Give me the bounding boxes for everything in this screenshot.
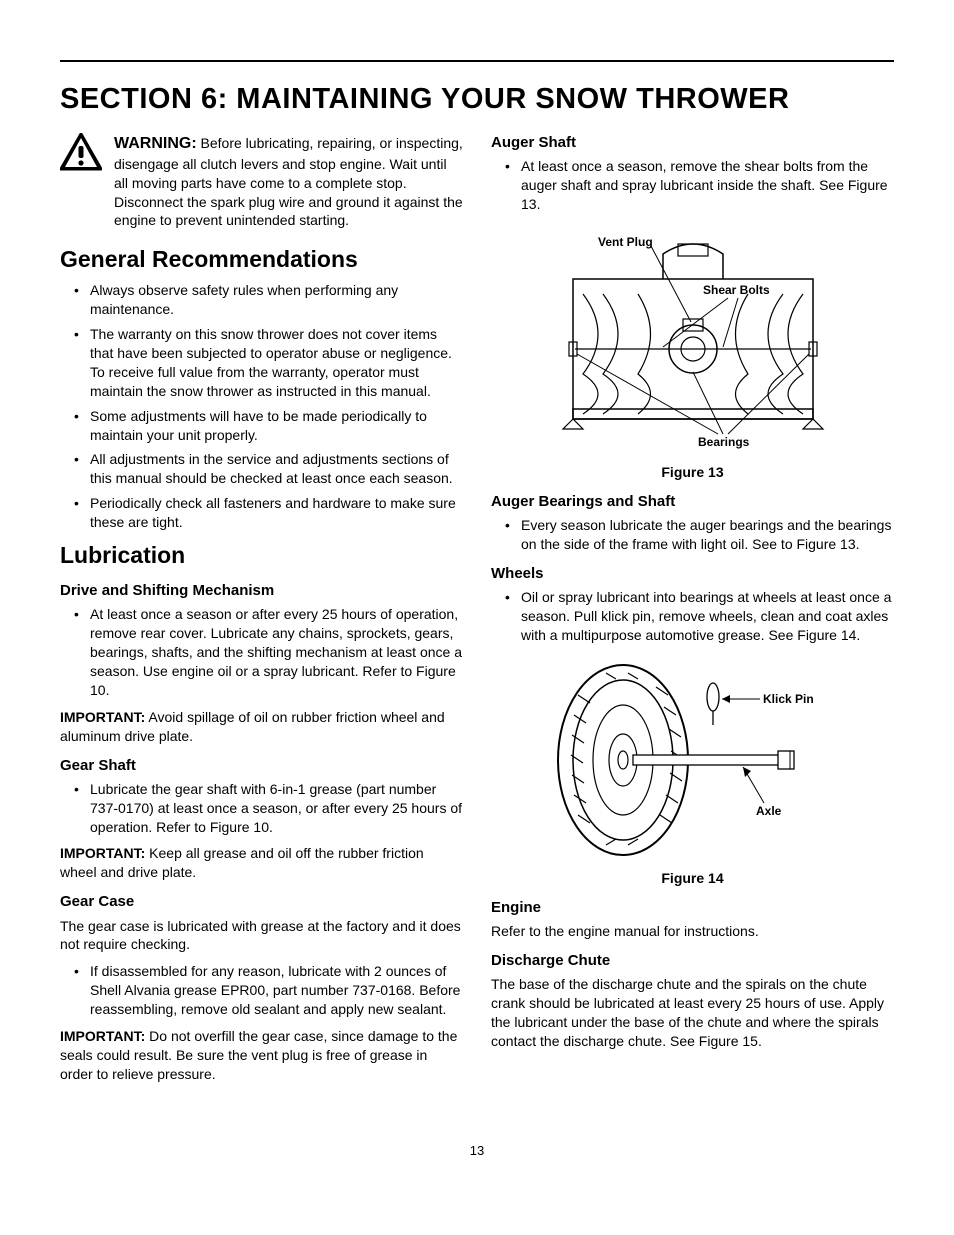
page-number: 13 — [60, 1142, 894, 1160]
gearcase-list: If disassembled for any reason, lubricat… — [60, 962, 463, 1019]
list-item: Periodically check all fasteners and har… — [60, 494, 463, 532]
list-item: Lubricate the gear shaft with 6-in-1 gre… — [60, 780, 463, 837]
gearshaft-list: Lubricate the gear shaft with 6-in-1 gre… — [60, 780, 463, 837]
subheading-augerbearings: Auger Bearings and Shaft — [491, 492, 894, 512]
important-note: IMPORTANT: Avoid spillage of oil on rubb… — [60, 708, 463, 746]
warning-icon — [60, 133, 102, 230]
list-item: Some adjustments will have to be made pe… — [60, 407, 463, 445]
fig14-label-klickpin: Klick Pin — [763, 692, 814, 706]
gearcase-paragraph: The gear case is lubricated with grease … — [60, 917, 463, 955]
list-item: Every season lubricate the auger bearing… — [491, 516, 894, 554]
list-item: At least once a season, remove the shear… — [491, 157, 894, 214]
list-item: At least once a season or after every 25… — [60, 605, 463, 699]
subheading-drive: Drive and Shifting Mechanism — [60, 581, 463, 601]
top-rule — [60, 60, 894, 62]
heading-lubrication: Lubrication — [60, 540, 463, 571]
discharge-paragraph: The base of the discharge chute and the … — [491, 975, 894, 1051]
left-column: WARNING: Before lubricating, repairing, … — [60, 133, 463, 1092]
list-item: The warranty on this snow thrower does n… — [60, 325, 463, 401]
warning-block: WARNING: Before lubricating, repairing, … — [60, 133, 463, 230]
right-column: Auger Shaft At least once a season, remo… — [491, 133, 894, 1092]
fig13-label-shearbolts: Shear Bolts — [703, 283, 770, 297]
wheels-list: Oil or spray lubricant into bearings at … — [491, 588, 894, 645]
subheading-discharge: Discharge Chute — [491, 951, 894, 971]
figure-13-caption: Figure 13 — [491, 463, 894, 482]
engine-paragraph: Refer to the engine manual for instructi… — [491, 922, 894, 941]
subheading-gearcase: Gear Case — [60, 892, 463, 912]
warning-text: WARNING: Before lubricating, repairing, … — [114, 133, 463, 230]
important-label: IMPORTANT: — [60, 845, 145, 861]
content-columns: WARNING: Before lubricating, repairing, … — [60, 133, 894, 1092]
subheading-augershaft: Auger Shaft — [491, 133, 894, 153]
list-item: If disassembled for any reason, lubricat… — [60, 962, 463, 1019]
subheading-gearshaft: Gear Shaft — [60, 756, 463, 776]
augershaft-list: At least once a season, remove the shear… — [491, 157, 894, 214]
general-list: Always observe safety rules when perform… — [60, 281, 463, 532]
fig13-label-ventplug: Vent Plug — [598, 235, 653, 249]
fig14-label-axle: Axle — [756, 804, 782, 818]
important-note: IMPORTANT: Keep all grease and oil off t… — [60, 844, 463, 882]
section-title: SECTION 6: MAINTAINING YOUR SNOW THROWER — [60, 80, 894, 119]
figure-14-caption: Figure 14 — [491, 869, 894, 888]
important-label: IMPORTANT: — [60, 709, 145, 725]
subheading-wheels: Wheels — [491, 564, 894, 584]
warning-label: WARNING: — [114, 135, 197, 152]
list-item: Always observe safety rules when perform… — [60, 281, 463, 319]
heading-general: General Recommendations — [60, 244, 463, 275]
important-label: IMPORTANT: — [60, 1028, 145, 1044]
fig13-label-bearings: Bearings — [698, 435, 750, 449]
list-item: All adjustments in the service and adjus… — [60, 450, 463, 488]
figure-13: Vent Plug Shear Bolts Bearings Figure 13 — [491, 224, 894, 482]
augerbearings-list: Every season lubricate the auger bearing… — [491, 516, 894, 554]
drive-list: At least once a season or after every 25… — [60, 605, 463, 699]
figure-14: Klick Pin Axle Figure 14 — [491, 655, 894, 888]
important-note: IMPORTANT: Do not overfill the gear case… — [60, 1027, 463, 1084]
list-item: Oil or spray lubricant into bearings at … — [491, 588, 894, 645]
subheading-engine: Engine — [491, 898, 894, 918]
